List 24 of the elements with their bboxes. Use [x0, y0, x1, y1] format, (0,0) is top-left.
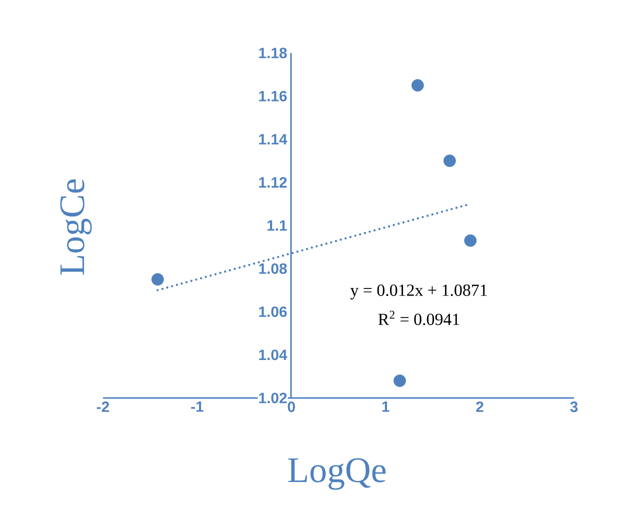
y-tick-label: 1.18 — [259, 48, 287, 58]
y-tick-label: 1.08 — [259, 263, 287, 274]
y-tick-label: 1.16 — [259, 90, 287, 102]
y-tick-label: 1.12 — [259, 177, 287, 188]
annotation: R$^{2}$ = 0.0941 — [378, 310, 460, 326]
y-tick-label: 1.14 — [259, 134, 288, 144]
x-tick-label: 3 — [570, 402, 578, 412]
point — [394, 374, 406, 387]
x-tick-label: 1 — [382, 402, 390, 412]
point — [151, 273, 164, 286]
x-tick-label: -1 — [191, 402, 204, 412]
y-axis-title: LogCe — [60, 179, 92, 275]
point — [411, 79, 424, 92]
x-tick-label: -2 — [96, 402, 110, 412]
x-tick-label: 2 — [476, 402, 484, 412]
annotation: y = 0.012x + 1.0871 — [350, 284, 487, 300]
x-axis-title: LogQe — [288, 458, 386, 490]
y-tick-label: 1.04 — [259, 350, 288, 360]
y-tick-label: 1.02 — [259, 392, 287, 404]
y-tick-label: 1.06 — [259, 306, 287, 318]
x-tick-label: 0 — [288, 402, 295, 412]
point — [464, 234, 477, 247]
y-tick-label: 1.1 — [267, 220, 287, 231]
point — [443, 154, 456, 167]
